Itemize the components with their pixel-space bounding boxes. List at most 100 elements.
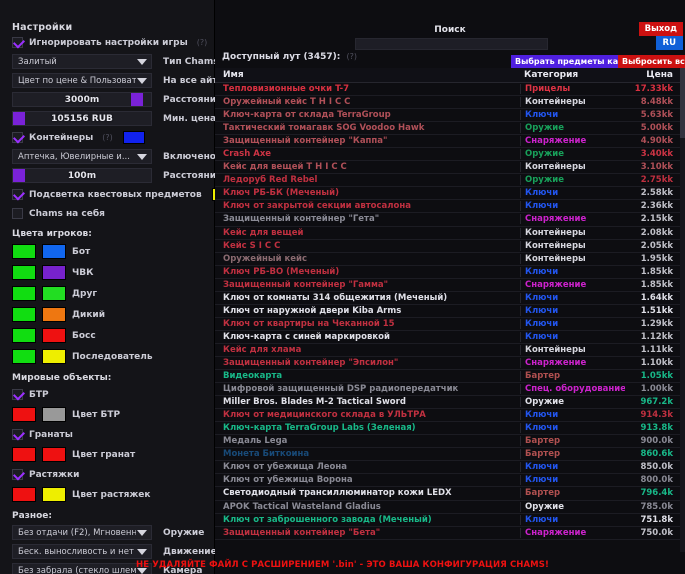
table-row[interactable]: Ключ-карта от склада TerraGroup Ключи 5.63… <box>215 109 685 123</box>
loot-count-label: Доступный лут (3457): (?) <box>222 52 357 62</box>
table-row[interactable]: Защищенный контейнер "Гета" Снаряжение 2.1… <box>215 213 685 227</box>
tripwire-color-swatch-b[interactable] <box>42 487 66 502</box>
min-price-slider-knob[interactable] <box>13 112 25 125</box>
grenade-color-swatch-b[interactable] <box>42 447 66 462</box>
distance-items-slider-knob[interactable] <box>131 93 144 106</box>
table-row[interactable]: Ключ от медицинского склада в УЛЬТРА Ключ… <box>215 409 685 423</box>
containers-checkbox[interactable] <box>12 132 23 143</box>
table-row[interactable]: Ключ от убежища Ворона Ключи 800.0k <box>215 474 685 488</box>
table-row[interactable]: Кейс S I C C Контейнеры 2.05kk <box>215 240 685 253</box>
table-row[interactable]: Ключ-карта TerraGroup Labs (Зеленая) Ключ… <box>215 422 685 436</box>
player-boss-enabled-swatch[interactable] <box>12 328 36 343</box>
player-friend-enabled-swatch[interactable] <box>12 286 36 301</box>
chams-type-dropdown[interactable]: Залитый <box>12 54 152 69</box>
table-row[interactable]: Кейс для вещей T H I C C Контейнеры 3.10kk <box>215 161 685 175</box>
cell-item-price: 1.85kk <box>640 266 673 277</box>
player-pmc-enabled-swatch[interactable] <box>12 265 36 280</box>
camera-mods-dropdown[interactable]: Без забрала (стекло шлема) <box>12 563 152 574</box>
distance-quest-slider-knob[interactable] <box>13 169 25 182</box>
movement-mods-dropdown[interactable]: Беск. выносливость и нет уста <box>12 544 152 559</box>
search-input[interactable] <box>355 38 548 50</box>
table-row[interactable]: Ключ от закрытой секции автосалона Ключи 2… <box>215 200 685 214</box>
table-row[interactable]: Защищенный контейнер "Бета" Снаряжение 750… <box>215 527 685 540</box>
table-row[interactable]: Кейс для вещей Контейнеры 2.08kk <box>215 227 685 240</box>
ignore-game-settings-checkbox[interactable] <box>12 37 23 48</box>
cell-item-category: Ключи <box>520 266 625 277</box>
cell-item-name: Светодиодный трансиллюминатор кожи LEDX <box>223 488 452 499</box>
btr-color-swatch-b[interactable] <box>42 407 66 422</box>
player-follower-color-swatch[interactable] <box>42 349 66 364</box>
table-row[interactable]: Цифровой защищенный DSP радиопередатчик С… <box>215 383 685 397</box>
player-boss-color-swatch[interactable] <box>42 328 66 343</box>
table-row[interactable]: Оружейный кейс T H I C C Контейнеры 8.48kk <box>215 96 685 110</box>
language-button[interactable]: RU <box>655 36 683 50</box>
table-row[interactable]: Медаль Lega Бартер 900.0k <box>215 435 685 449</box>
player-bot-enabled-swatch[interactable] <box>12 244 36 259</box>
table-row[interactable]: Ледоруб Red Rebel Оружие 2.75kk <box>215 174 685 188</box>
distance-quest-slider[interactable]: 100m <box>12 168 152 183</box>
table-row[interactable]: APOK Tactical Wasteland Gladius Оружие 785… <box>215 501 685 514</box>
player-follower-enabled-swatch[interactable] <box>12 349 36 364</box>
table-row[interactable]: Кейс для хлама Контейнеры 1.11kk <box>215 344 685 357</box>
table-row[interactable]: Ключ от убежища Леона Ключи 850.0k <box>215 461 685 475</box>
player-friend-label: Друг <box>72 288 98 299</box>
tripwire-toggle-checkbox[interactable] <box>12 469 23 480</box>
item-categories-value: Аптечка, Ювелирные и... <box>18 151 130 162</box>
table-row[interactable]: Miller Bros. Blades M-2 Tactical Sword Ор… <box>215 396 685 410</box>
min-price-slider[interactable]: 105156 RUB <box>12 111 152 126</box>
chevron-down-icon <box>137 529 147 536</box>
chams-on-self-checkbox[interactable] <box>12 208 23 219</box>
cell-item-price: 850.0k <box>640 462 673 473</box>
select-kappa-items-button[interactable]: Выбрать предметы каппа <box>511 55 639 69</box>
player-scav-color-swatch[interactable] <box>42 307 66 322</box>
distance-items-slider[interactable]: 3000m <box>12 92 152 107</box>
grenade-color-swatch-a[interactable] <box>12 447 36 462</box>
table-row[interactable]: Тепловизионные очки T-7 Прицелы 17.33kk <box>215 83 685 97</box>
table-row[interactable]: Монета Биткоина Бартер 860.6k <box>215 448 685 462</box>
column-header-name[interactable]: Имя <box>223 70 244 80</box>
drop-all-button[interactable]: Выбросить все <box>618 55 685 69</box>
table-row[interactable]: Защищенный контейнер "Каппа" Снаряжение 4.… <box>215 135 685 149</box>
grenades-toggle-checkbox[interactable] <box>12 429 23 440</box>
containers-hint[interactable]: (?) <box>102 133 113 142</box>
table-row[interactable]: Ключ от комнаты 314 общежития (Меченый) К… <box>215 292 685 305</box>
btr-toggle-checkbox[interactable] <box>12 389 23 400</box>
player-pmc-color-swatch[interactable] <box>42 265 66 280</box>
tripwire-color-swatch-a[interactable] <box>12 487 36 502</box>
quest-items-highlight-checkbox[interactable] <box>12 189 23 200</box>
cell-item-category: Бартер <box>520 436 625 447</box>
cell-item-name: Защищенный контейнер "Гамма" <box>223 279 389 290</box>
table-row[interactable]: Защищенный контейнер "Гамма" Снаряжение 1.… <box>215 279 685 292</box>
table-row[interactable]: Видеокарта Бартер 1.05kk <box>215 370 685 384</box>
ignore-game-settings-hint[interactable]: (?) <box>196 38 208 47</box>
loot-scrollbar-thumb[interactable] <box>680 68 685 138</box>
weapon-mods-dropdown[interactable]: Без отдачи (F2), Мгновенное п <box>12 525 152 540</box>
color-by-price-dropdown[interactable]: Цвет по цене & Пользователи <box>12 73 152 88</box>
table-row[interactable]: Тактический томагавк SOG Voodoo Hawk Оруж… <box>215 122 685 136</box>
table-row[interactable]: Ключ от квартиры на Чеканной 15 Ключи 1.29… <box>215 318 685 331</box>
table-row[interactable]: Crash Axe Оружие 3.40kk <box>215 148 685 162</box>
table-row[interactable]: Ключ от заброшенного завода (Меченый) Клю… <box>215 514 685 527</box>
exit-button[interactable]: Выход <box>638 22 683 36</box>
cell-item-category: Прицелы <box>520 84 625 95</box>
table-row[interactable]: Защищенный контейнер "Эпсилон" Снаряжение… <box>215 357 685 371</box>
player-bot-color-swatch[interactable] <box>42 244 66 259</box>
table-row[interactable]: Ключ-карта с синей маркировкой Ключи 1.12k… <box>215 331 685 344</box>
table-row[interactable]: Светодиодный трансиллюминатор кожи LEDX Б… <box>215 487 685 501</box>
cell-item-category: Бартер <box>520 371 625 382</box>
column-header-price[interactable]: Цена <box>646 70 673 80</box>
option-row-chams-on-self: Chams на себя <box>0 204 214 223</box>
player-scav-enabled-swatch[interactable] <box>12 307 36 322</box>
item-categories-dropdown[interactable]: Аптечка, Ювелирные и... <box>12 149 152 164</box>
table-row[interactable]: Оружейный кейс Контейнеры 1.95kk <box>215 253 685 266</box>
player-friend-color-swatch[interactable] <box>42 286 66 301</box>
table-row[interactable]: Ключ от наружной двери Kiba Arms Ключи 1.5… <box>215 305 685 318</box>
cell-item-name: Медаль Lega <box>223 436 288 447</box>
table-row[interactable]: Ключ РБ-БК (Меченый) Ключи 2.58kk <box>215 187 685 201</box>
btr-color-swatch-a[interactable] <box>12 407 36 422</box>
containers-color-swatch[interactable] <box>122 131 145 144</box>
column-header-category[interactable]: Категория <box>524 70 579 80</box>
loot-scrollbar[interactable] <box>680 68 685 552</box>
cell-item-category: Бартер <box>520 488 625 499</box>
table-row[interactable]: Ключ РБ-ВО (Меченый) Ключи 1.85kk <box>215 266 685 279</box>
